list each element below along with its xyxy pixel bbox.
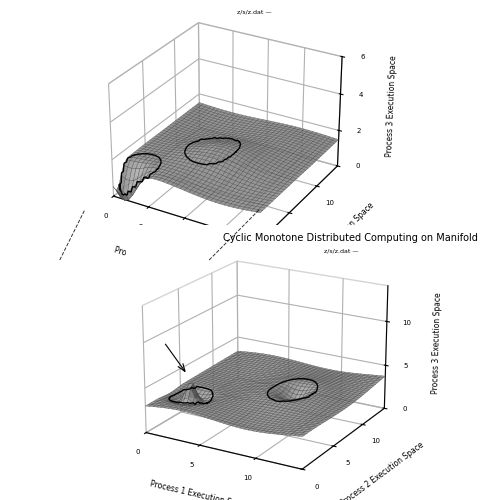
Text: Cyclic Monotone Distributed Computing on Manifold: Cyclic Monotone Distributed Computing on… [223,233,478,243]
Y-axis label: Process 2 Execution Space: Process 2 Execution Space [339,440,425,500]
Text: z/s/z.dat —: z/s/z.dat — [237,9,272,14]
Text: z/s/z.dat —: z/s/z.dat — [324,248,359,254]
X-axis label: Process 1 Execution Space: Process 1 Execution Space [113,246,213,284]
Y-axis label: Process 2 Execution Space: Process 2 Execution Space [297,201,376,278]
X-axis label: Process 1 Execution Space: Process 1 Execution Space [149,479,250,500]
